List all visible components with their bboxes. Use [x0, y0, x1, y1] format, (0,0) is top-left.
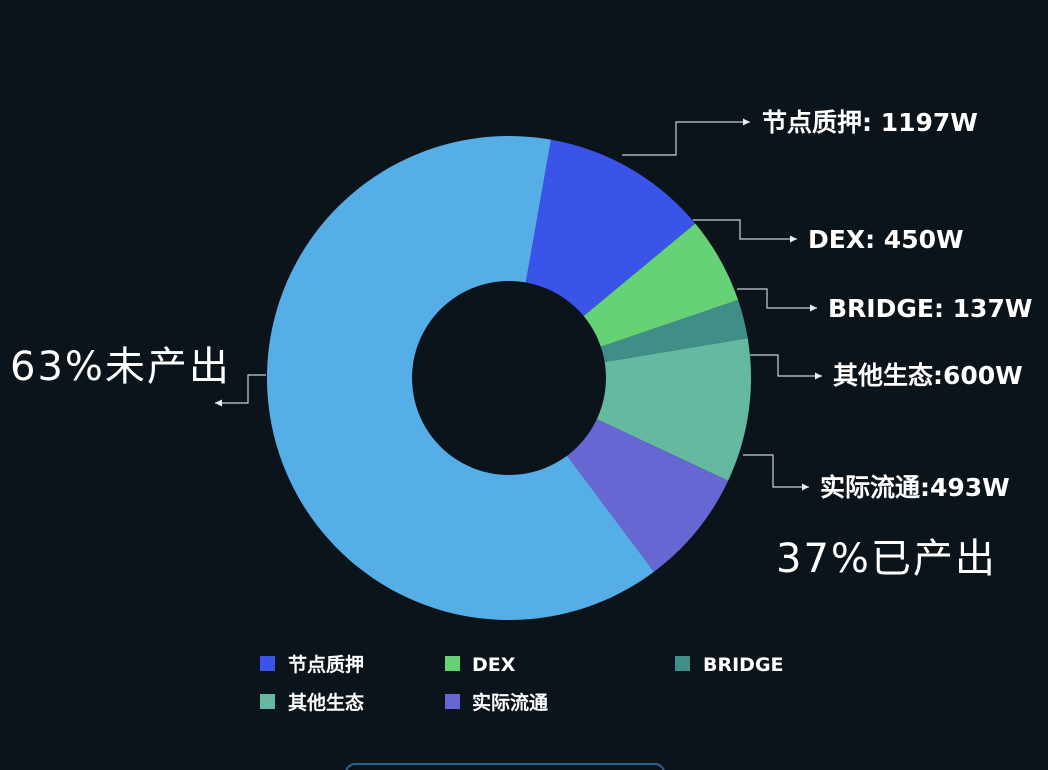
leader-arrow-dex [790, 235, 797, 243]
leader-line-staking [622, 121, 750, 156]
callout-label-ecosystem: 其他生态:600W [833, 361, 1023, 390]
legend-label-staking: 节点质押 [288, 653, 364, 676]
leader-arrow-bridge [810, 304, 817, 312]
legend-swatch-circulation [445, 694, 460, 709]
annotation-produced: 37%已产出 [776, 536, 997, 582]
leader-arrow-circulation [802, 483, 809, 491]
legend-swatch-dex [445, 656, 460, 671]
callout-label-dex: DEX: 450W [808, 225, 964, 254]
leader-arrow-unproduced [215, 399, 222, 407]
legend-label-circulation: 实际流通 [472, 691, 549, 714]
leader-line-unproduced [215, 374, 266, 404]
annotation-unproduced: 63%未产出 [10, 344, 231, 390]
callout-label-bridge: BRIDGE: 137W [828, 294, 1032, 323]
legend-item-circulation[interactable]: 实际流通 [445, 691, 549, 714]
legend-item-dex[interactable]: DEX [445, 654, 516, 676]
leader-arrow-ecosystem [815, 372, 822, 380]
legend-label-bridge: BRIDGE [703, 654, 784, 676]
legend-label-dex: DEX [472, 654, 516, 676]
legend: 节点质押 DEX BRIDGE 其他生态 实际流通 [260, 653, 784, 714]
leader-line-bridge [737, 288, 817, 309]
legend-item-bridge[interactable]: BRIDGE [675, 654, 784, 676]
leader-arrow-staking [743, 118, 750, 126]
legend-swatch-bridge [675, 656, 690, 671]
legend-label-ecosystem: 其他生态 [288, 691, 364, 714]
legend-swatch-ecosystem [260, 694, 275, 709]
legend-item-staking[interactable]: 节点质押 [260, 653, 364, 676]
donut-hole [412, 281, 606, 475]
callout-label-staking: 节点质押: 1197W [762, 108, 978, 137]
leader-line-dex [693, 219, 797, 240]
leader-lines [215, 118, 822, 491]
callout-label-circulation: 实际流通:493W [820, 473, 1010, 502]
leader-line-ecosystem [750, 354, 822, 377]
leader-line-circulation [743, 454, 809, 488]
bottom-panel-frame [345, 763, 665, 770]
legend-swatch-staking [260, 656, 275, 671]
legend-item-ecosystem[interactable]: 其他生态 [260, 691, 364, 714]
